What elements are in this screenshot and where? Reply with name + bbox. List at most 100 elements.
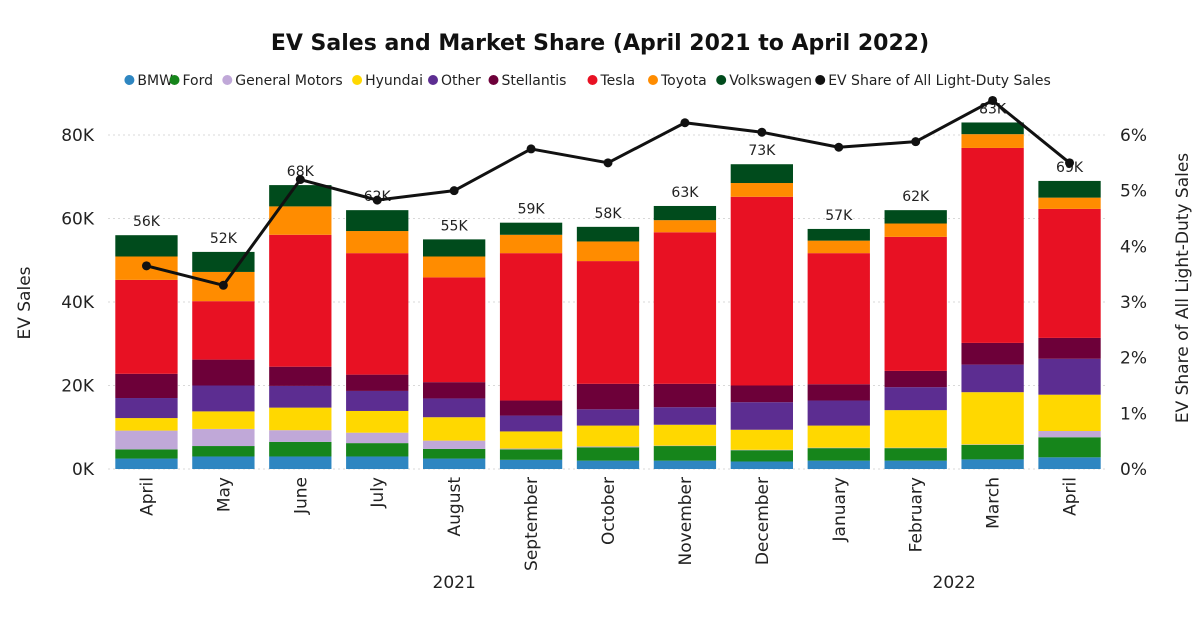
bar-hyundai-2 [269, 407, 332, 431]
y-axis-right: 0% 1% 2% 3% 4% 5% 6% [1120, 126, 1147, 480]
bar-stellantis-9 [807, 384, 870, 401]
bar-tesla-11 [961, 147, 1024, 343]
legend-swatch-hyundai [352, 75, 363, 85]
bar-tesla-3 [346, 253, 409, 375]
bar-hyundai-11 [961, 392, 1024, 445]
year-label-2021: 2021 [433, 573, 476, 593]
legend-label-general-motors: General Motors [235, 73, 342, 89]
bar-toyota-7 [653, 220, 717, 233]
total-label-7: 63K [671, 185, 699, 201]
x-tick-january-9: January [830, 477, 850, 542]
bar-toyota-6 [576, 241, 640, 262]
legend-label-ford: Ford [183, 73, 214, 89]
bar-stack-10 [884, 210, 947, 469]
bar-toyota-5 [499, 234, 563, 254]
bar-volkswagen-1 [192, 251, 255, 272]
legend-swatch-ford [169, 75, 180, 85]
bar-stellantis-12 [1038, 337, 1101, 359]
year-label-2022: 2022 [933, 573, 976, 593]
bar-general-motors-4 [423, 440, 486, 449]
bar-stack-11 [961, 122, 1024, 469]
bar-volkswagen-5 [499, 222, 563, 235]
bar-bmw-1 [192, 456, 255, 469]
x-tick-july-3: July [368, 477, 388, 509]
bar-stellantis-3 [346, 374, 409, 391]
y-tick-40k: 40K [61, 293, 95, 313]
bar-volkswagen-3 [346, 210, 409, 232]
bar-tesla-2 [269, 234, 332, 367]
bar-ford-2 [269, 441, 332, 457]
share-point-12 [1065, 158, 1075, 168]
total-label-10: 62K [902, 189, 930, 205]
legend-swatch-bmw [124, 75, 135, 85]
share-line [141, 95, 1075, 290]
bar-bmw-5 [499, 459, 563, 469]
bar-tesla-10 [884, 236, 947, 371]
bar-tesla-5 [499, 253, 563, 401]
bar-tesla-4 [423, 277, 486, 383]
bar-hyundai-6 [576, 425, 640, 447]
bar-stack-0 [115, 235, 178, 469]
bar-volkswagen-12 [1038, 180, 1101, 198]
legend-item-ford: Ford [169, 73, 214, 89]
bar-tesla-9 [807, 253, 870, 385]
bar-toyota-3 [346, 231, 409, 254]
total-label-9: 57K [825, 208, 853, 224]
x-tick-april-12: April [1061, 477, 1081, 516]
total-label-0: 56K [133, 214, 161, 230]
y-tick-60k: 60K [61, 210, 95, 230]
legend-label-hyundai: Hyundai [365, 73, 423, 89]
bar-hyundai-4 [423, 417, 486, 441]
share-point-4 [449, 186, 459, 196]
legend-item-ev-share-of-all-light-duty-sales: EV Share of All Light-Duty Sales [815, 73, 1051, 89]
legend-item-tesla: Tesla [587, 73, 636, 89]
bar-stellantis-0 [115, 373, 178, 399]
legend-item-stellantis: Stellantis [488, 73, 566, 89]
share-point-6 [603, 158, 613, 168]
legend-swatch-toyota [648, 75, 658, 85]
bar-other-10 [884, 387, 947, 411]
bar-other-6 [576, 409, 640, 426]
bar-ford-12 [1038, 437, 1101, 458]
legend-item-hyundai: Hyundai [352, 73, 423, 89]
bar-bmw-7 [653, 460, 717, 469]
legend-label-toyota: Toyota [660, 73, 707, 89]
bar-stellantis-2 [269, 366, 332, 386]
bar-bmw-0 [115, 458, 178, 469]
bar-other-0 [115, 398, 178, 419]
y2-tick-4: 4% [1120, 237, 1147, 257]
bar-stack-6 [576, 226, 640, 469]
bar-stack-3 [346, 210, 409, 469]
legend-label-tesla: Tesla [600, 73, 636, 89]
legend-label-volkswagen: Volkswagen [729, 73, 812, 89]
bar-general-motors-1 [192, 428, 255, 447]
bar-stack-7 [653, 205, 717, 469]
bar-volkswagen-2 [269, 185, 332, 207]
x-tick-september-5: September [522, 477, 542, 571]
legend-swatch-general-motors [222, 75, 233, 85]
bar-other-11 [961, 364, 1024, 393]
bar-stellantis-7 [653, 383, 717, 408]
bar-other-8 [730, 402, 793, 430]
bar-ford-9 [807, 448, 870, 461]
legend-item-bmw: BMW [124, 73, 173, 89]
bar-general-motors-2 [269, 430, 332, 442]
y-axis-left: 0K 20K 40K 60K 80K [61, 126, 95, 480]
total-labels: 56K52K68K62K55K59K58K63K73K57K62K83K69K [133, 101, 1084, 246]
legend-label-bmw: BMW [137, 73, 173, 89]
bar-toyota-11 [961, 134, 1024, 148]
share-point-2 [295, 175, 305, 185]
bar-hyundai-1 [192, 411, 255, 429]
bar-bmw-2 [269, 456, 332, 469]
bar-toyota-9 [807, 240, 870, 254]
bar-stellantis-5 [499, 400, 563, 416]
bar-bmw-8 [730, 461, 793, 469]
bar-other-7 [653, 407, 717, 425]
bar-tesla-0 [115, 279, 178, 374]
y2-tick-6: 6% [1120, 126, 1147, 146]
bar-bmw-12 [1038, 457, 1101, 469]
y2-tick-2: 2% [1120, 349, 1147, 369]
bar-stellantis-11 [961, 342, 1024, 365]
bar-other-12 [1038, 358, 1101, 395]
